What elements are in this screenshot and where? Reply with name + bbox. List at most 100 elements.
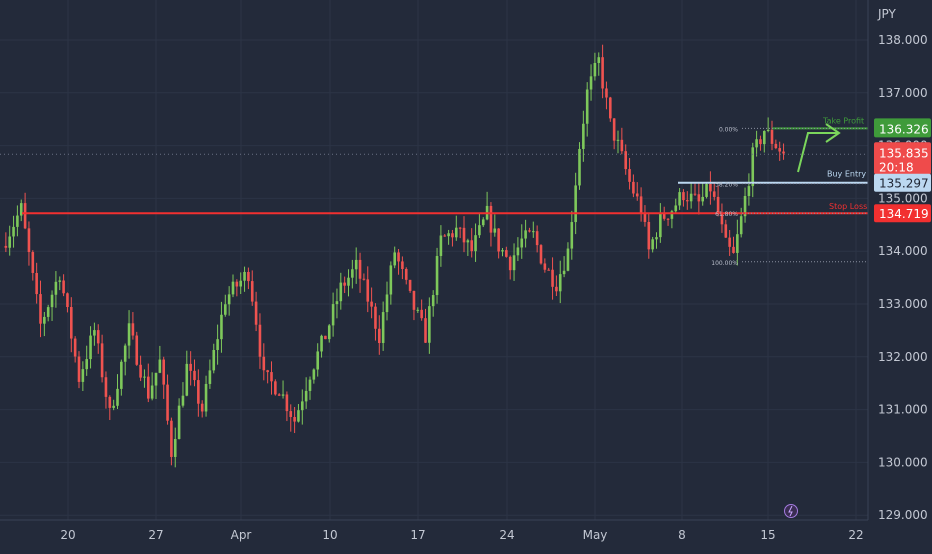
candle-body [370, 301, 373, 307]
candle-body [247, 271, 250, 282]
candle-body [435, 255, 439, 296]
candle-body [701, 196, 704, 202]
x-tick-label: 17 [410, 528, 425, 542]
candle-body [289, 411, 293, 417]
candle-body [216, 339, 219, 350]
candle-body [54, 281, 58, 295]
candle-body [451, 233, 454, 238]
y-tick-label: 131.000 [878, 403, 928, 417]
y-tick-label: 135.000 [878, 191, 928, 205]
x-tick-label: 10 [322, 528, 337, 542]
candle-body [58, 280, 62, 282]
candle-body [481, 219, 485, 226]
candle-body [274, 381, 277, 395]
candle-body [104, 377, 108, 397]
lightning-icon[interactable] [784, 504, 798, 518]
candle-body [443, 235, 447, 237]
candle-body [285, 394, 289, 412]
candle-body [12, 226, 15, 237]
candles [4, 44, 785, 468]
candle-body [143, 376, 146, 378]
candle-body [782, 151, 785, 154]
candle-body [8, 236, 11, 248]
candle-body [605, 88, 608, 98]
candle-body [50, 294, 54, 308]
candle-body [120, 361, 123, 389]
candle-body [277, 394, 281, 396]
candle-body [27, 228, 31, 253]
candle-body [551, 269, 554, 287]
candle-body [43, 316, 46, 324]
candle-body [46, 307, 50, 317]
candle-body [774, 143, 778, 149]
candle-body [127, 323, 131, 346]
candle-body [39, 294, 42, 324]
currency-label: JPY [877, 7, 897, 21]
candle-body [23, 203, 27, 229]
projection-arrow [797, 132, 838, 173]
candle-body [570, 222, 574, 249]
candle-body [385, 294, 389, 313]
candle-body [616, 139, 620, 141]
x-tick-label: 15 [760, 528, 775, 542]
candle-body [639, 196, 643, 214]
candle-body [116, 388, 119, 406]
candle-body [243, 271, 246, 281]
candle-body [170, 420, 173, 457]
candle-body [543, 263, 547, 270]
candle-body [4, 245, 8, 248]
candle-body [123, 345, 127, 362]
x-tick-label: May [583, 528, 608, 542]
stop-loss-price: 134.719 [879, 207, 929, 221]
candle-body [709, 183, 712, 192]
candle-body [428, 306, 431, 343]
candle-body [258, 324, 262, 357]
y-tick-label: 133.000 [878, 297, 928, 311]
candle-body [693, 193, 697, 195]
x-tick-label: 8 [678, 528, 686, 542]
candle-body [177, 405, 181, 439]
candle-body [147, 376, 150, 399]
x-tick-label: 22 [848, 528, 863, 542]
candle-body [597, 57, 601, 63]
candle-body [512, 255, 516, 271]
candle-body [158, 359, 162, 373]
candle-body [108, 396, 112, 408]
candle-body [558, 274, 562, 292]
candle-body [535, 231, 539, 246]
candle-body [447, 233, 450, 237]
candle-countdown: 20:18 [879, 160, 914, 174]
candle-body [455, 227, 458, 238]
candle-body [562, 270, 566, 275]
candle-body [189, 363, 192, 371]
candle-body [308, 379, 312, 391]
candle-body [609, 97, 612, 119]
candle-body [466, 240, 470, 243]
fib-level-label: 38.20% [715, 182, 738, 189]
time-axis[interactable]: 20 27 Apr 10 17 24 May 8 15 22 [0, 519, 868, 542]
candle-body [208, 370, 212, 384]
candle-body [93, 330, 96, 336]
candle-body [662, 212, 666, 219]
candle-body [686, 200, 689, 202]
candle-body [358, 259, 362, 279]
buy-entry-price-box [874, 173, 931, 192]
candle-body [320, 335, 323, 352]
candle-body [293, 416, 296, 422]
candle-body [582, 123, 585, 149]
candle-body [220, 314, 223, 340]
candle-body [724, 224, 728, 238]
candle-body [420, 309, 423, 319]
candle-body [470, 240, 473, 252]
candle-body [35, 272, 38, 295]
candle-body [593, 62, 597, 77]
candle-body [181, 395, 185, 406]
candle-body [458, 227, 462, 229]
candle-body [659, 212, 662, 238]
candle-body [705, 183, 708, 197]
candle-body [150, 385, 154, 399]
y-tick-label: 138.000 [878, 33, 928, 47]
candle-body [655, 237, 658, 240]
price-axis[interactable]: 138.000137.000136.000135.000134.000133.0… [867, 0, 928, 522]
